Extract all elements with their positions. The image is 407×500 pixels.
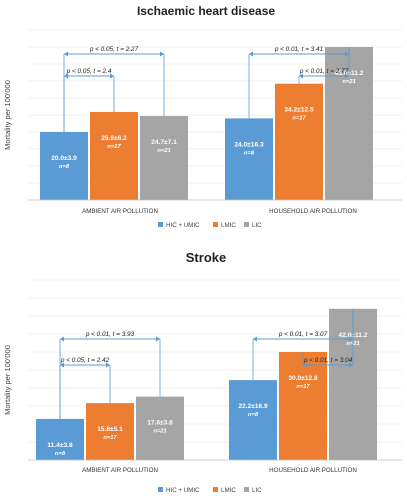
- arrow-head: [110, 73, 114, 79]
- sample-size-label: n=17: [107, 144, 121, 150]
- bar: [40, 132, 88, 200]
- bars: 20.0±3.9 n=8 24.0±16.3 n=8 25.9±6.2 n=17 34.2±…: [40, 47, 373, 200]
- legend: HIC + UMIC LMIC LIC: [158, 487, 262, 494]
- data-label: 22.2±16.9: [238, 403, 268, 410]
- data-label: 24.0±16.3: [234, 141, 264, 148]
- legend-label: LMIC: [221, 222, 236, 229]
- arrow-head: [345, 73, 349, 79]
- annotation-label: p < 0.01, t = 3.07: [278, 331, 328, 338]
- arrow-head: [303, 362, 307, 368]
- legend: HIC + UMIC LMIC LIC: [158, 222, 262, 229]
- category-label: HOUSEHOLD AIR POLLUTION: [269, 467, 357, 474]
- significance-annotations: p < 0.05, t = 2.27 p < 0.05, t = 2.4 p < 0…: [63, 46, 350, 132]
- annotation-label: p < 0.01, t = 3.41: [274, 46, 324, 53]
- y-axis-label: Mortality per 100'000: [3, 345, 12, 415]
- sample-size-label: n=21: [342, 79, 355, 85]
- legend-swatch: [213, 487, 218, 492]
- arrow-head: [160, 51, 164, 57]
- annotation-label: p < 0.05, t = 2.4: [66, 68, 112, 75]
- legend-swatch: [244, 487, 249, 492]
- arrow-head: [299, 73, 303, 79]
- data-label: 15.8±5.1: [97, 426, 123, 433]
- bar: [136, 396, 184, 460]
- arrow-head: [349, 362, 353, 368]
- annotation-label: p < 0.05, t = 2.42: [60, 357, 110, 364]
- stroke-chart: Stroke Mortality per 100'000 11.4±3.8 n=8…: [3, 250, 402, 494]
- sample-size-label: n=17: [296, 384, 310, 390]
- annotation-label: p < 0.05, t = 2.27: [89, 46, 139, 53]
- legend-swatch: [213, 222, 218, 227]
- legend-swatch: [244, 222, 249, 227]
- arrow-head: [60, 336, 64, 342]
- sample-size-label: n=8: [244, 150, 255, 156]
- ischaemic-heart-disease-chart: Ischaemic heart disease Mortality per 10…: [3, 4, 402, 229]
- arrow-head: [253, 336, 257, 342]
- sample-size-label: n=8: [55, 451, 66, 457]
- data-label: 34.2±12.5: [284, 107, 314, 114]
- legend-label: HIC + UMIC: [166, 222, 200, 229]
- bar: [225, 118, 273, 200]
- annotation-label: p < 0.01, t = 2.77: [299, 68, 349, 75]
- sample-size-label: n=21: [153, 429, 166, 435]
- significance-annotations: p < 0.01, t = 3.93 p < 0.05, t = 2.42 p < …: [59, 308, 354, 419]
- arrow-head: [60, 362, 64, 368]
- chart-title: Stroke: [186, 250, 226, 265]
- data-label: 24.7±7.1: [151, 139, 177, 146]
- category-label: AMBIENT AIR POLLUTION: [82, 208, 158, 215]
- arrow-head: [106, 362, 110, 368]
- bar: [36, 418, 84, 460]
- legend-swatch: [158, 487, 163, 492]
- arrow-head: [249, 51, 253, 57]
- bar: [229, 380, 277, 460]
- sample-size-label: n=17: [103, 435, 117, 441]
- sample-size-label: n=8: [59, 164, 70, 170]
- bar: [275, 83, 323, 200]
- legend-label: HIC + UMIC: [166, 487, 200, 494]
- y-axis-label: Mortality per 100'000: [3, 80, 12, 150]
- data-label: 30.0±12.8: [288, 375, 318, 382]
- category-label: HOUSEHOLD AIR POLLUTION: [269, 208, 357, 215]
- sample-size-label: n=17: [292, 116, 306, 122]
- legend-swatch: [158, 222, 163, 227]
- bar: [140, 116, 188, 200]
- bar: [90, 111, 138, 200]
- data-label: 17.6±3.8: [147, 420, 173, 427]
- legend-label: LIC: [252, 487, 262, 494]
- arrow-head: [156, 336, 160, 342]
- legend-label: LIC: [252, 222, 262, 229]
- bar: [86, 403, 134, 460]
- sample-size-label: n=21: [157, 148, 170, 154]
- arrow-head: [345, 51, 349, 57]
- data-label: 25.9±6.2: [101, 135, 127, 142]
- annotation-label: p < 0.01, t = 3.93: [85, 331, 135, 338]
- data-label: 11.4±3.8: [47, 442, 73, 449]
- arrow-head: [349, 336, 353, 342]
- annotation-label: p < 0.01, t = 3.04: [303, 357, 353, 364]
- chart-title: Ischaemic heart disease: [137, 4, 275, 18]
- arrow-head: [64, 73, 68, 79]
- arrow-head: [64, 51, 68, 57]
- sample-size-label: n=8: [248, 412, 259, 418]
- category-label: AMBIENT AIR POLLUTION: [82, 467, 158, 474]
- bar: [279, 352, 327, 460]
- legend-label: LMIC: [221, 487, 236, 494]
- data-label: 20.0±3.9: [51, 155, 77, 162]
